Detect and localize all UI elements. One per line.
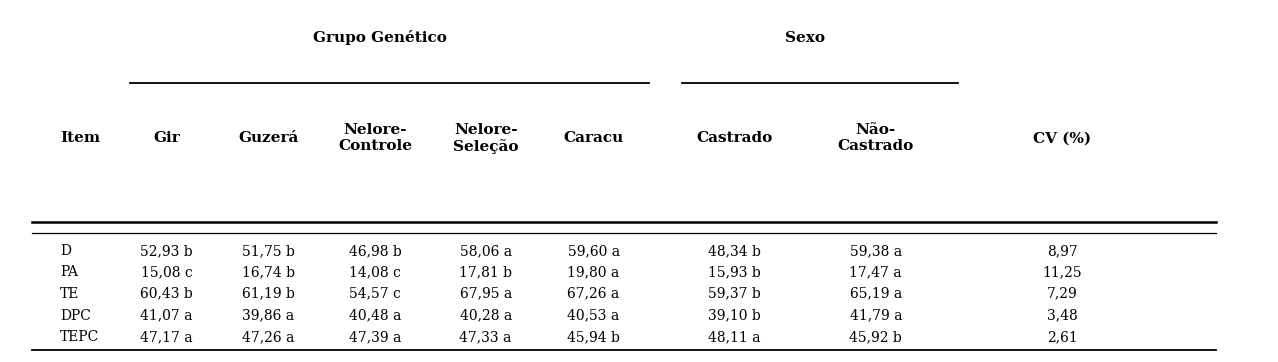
Text: 59,37 b: 59,37 b — [708, 287, 762, 300]
Text: 41,79 a: 41,79 a — [850, 308, 902, 323]
Text: 16,74 b: 16,74 b — [242, 265, 295, 279]
Text: 67,26 a: 67,26 a — [567, 287, 620, 300]
Text: 46,98 b: 46,98 b — [349, 244, 401, 258]
Text: 48,11 a: 48,11 a — [708, 330, 760, 344]
Text: 47,33 a: 47,33 a — [460, 330, 511, 344]
Text: DPC: DPC — [60, 308, 91, 323]
Text: 65,19 a: 65,19 a — [850, 287, 902, 300]
Text: 11,25: 11,25 — [1043, 265, 1082, 279]
Text: 59,60 a: 59,60 a — [567, 244, 620, 258]
Text: 2,61: 2,61 — [1047, 330, 1077, 344]
Text: 54,57 c: 54,57 c — [349, 287, 401, 300]
Text: 14,08 c: 14,08 c — [349, 265, 401, 279]
Text: 40,53 a: 40,53 a — [567, 308, 620, 323]
Text: 47,39 a: 47,39 a — [349, 330, 401, 344]
Text: 15,08 c: 15,08 c — [141, 265, 193, 279]
Text: 40,28 a: 40,28 a — [460, 308, 511, 323]
Text: Nelore-
Controle: Nelore- Controle — [339, 123, 413, 153]
Text: Item: Item — [60, 131, 100, 145]
Text: Grupo Genético: Grupo Genético — [313, 30, 447, 45]
Text: 40,48 a: 40,48 a — [349, 308, 401, 323]
Text: TE: TE — [60, 287, 79, 300]
Text: Sexo: Sexo — [785, 31, 826, 45]
Text: 67,95 a: 67,95 a — [460, 287, 511, 300]
Text: Caracu: Caracu — [564, 131, 624, 145]
Text: 15,93 b: 15,93 b — [708, 265, 762, 279]
Text: 59,38 a: 59,38 a — [850, 244, 902, 258]
Text: Gir: Gir — [153, 131, 180, 145]
Text: PA: PA — [60, 265, 78, 279]
Text: 45,92 b: 45,92 b — [850, 330, 902, 344]
Text: 52,93 b: 52,93 b — [141, 244, 193, 258]
Text: 45,94 b: 45,94 b — [567, 330, 620, 344]
Text: 61,19 b: 61,19 b — [242, 287, 295, 300]
Text: 41,07 a: 41,07 a — [141, 308, 193, 323]
Text: Não-
Castrado: Não- Castrado — [837, 123, 914, 153]
Text: 8,97: 8,97 — [1047, 244, 1077, 258]
Text: Castrado: Castrado — [697, 131, 773, 145]
Text: 39,86 a: 39,86 a — [243, 308, 294, 323]
Text: 3,48: 3,48 — [1047, 308, 1077, 323]
Text: 39,10 b: 39,10 b — [708, 308, 762, 323]
Text: D: D — [60, 244, 70, 258]
Text: 47,26 a: 47,26 a — [243, 330, 295, 344]
Text: 17,47 a: 17,47 a — [850, 265, 902, 279]
Text: 19,80 a: 19,80 a — [567, 265, 620, 279]
Text: 51,75 b: 51,75 b — [242, 244, 295, 258]
Text: 48,34 b: 48,34 b — [708, 244, 762, 258]
Text: 58,06 a: 58,06 a — [460, 244, 511, 258]
Text: TEPC: TEPC — [60, 330, 100, 344]
Text: 60,43 b: 60,43 b — [141, 287, 193, 300]
Text: 47,17 a: 47,17 a — [141, 330, 193, 344]
Text: Guzerá: Guzerá — [238, 131, 299, 145]
Text: 17,81 b: 17,81 b — [459, 265, 512, 279]
Text: 7,29: 7,29 — [1047, 287, 1077, 300]
Text: Nelore-
Seleção: Nelore- Seleção — [452, 123, 519, 154]
Text: CV (%): CV (%) — [1033, 131, 1091, 145]
